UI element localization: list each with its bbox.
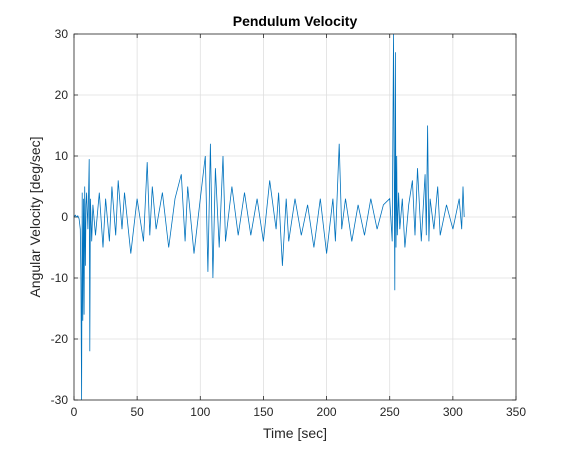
y-tick-label: 20 [55,88,69,102]
y-tick-label: -10 [51,271,69,285]
x-tick-label: 0 [71,405,78,419]
axes-box [73,33,517,401]
x-tick-label: 100 [190,405,210,419]
y-tick-label: -20 [51,332,69,346]
x-tick-label: 350 [506,405,526,419]
x-tick-label: 200 [317,405,337,419]
tick-labels: 0 50 100 150 200 250 300 350 -30 -20 -10 0 10 20 30 [51,27,527,419]
chart-title: Pendulum Velocity [233,13,358,29]
x-tick-label: 300 [443,405,463,419]
x-axis-label: Time [sec] [263,425,327,441]
y-axis-label: Angular Velocity [deg/sec] [27,136,43,297]
y-tick-label: -30 [51,393,69,407]
x-tick-label: 250 [380,405,400,419]
y-tick-label: 30 [55,27,69,41]
y-tick-label: 0 [61,210,68,224]
x-tick-label: 150 [253,405,273,419]
x-tick-label: 50 [130,405,144,419]
y-tick-label: 10 [55,149,69,163]
series-line [73,33,465,401]
